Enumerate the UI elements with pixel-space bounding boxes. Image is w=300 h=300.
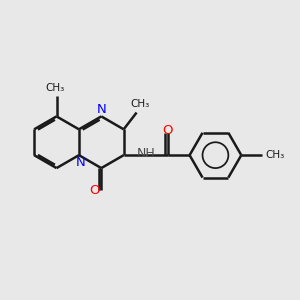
- Text: N: N: [75, 156, 85, 169]
- Text: CH₃: CH₃: [130, 99, 149, 110]
- Text: CH₃: CH₃: [46, 82, 65, 93]
- Text: NH: NH: [136, 147, 155, 161]
- Text: O: O: [162, 124, 173, 137]
- Text: CH₃: CH₃: [266, 150, 285, 160]
- Text: O: O: [90, 184, 100, 196]
- Text: N: N: [96, 103, 106, 116]
